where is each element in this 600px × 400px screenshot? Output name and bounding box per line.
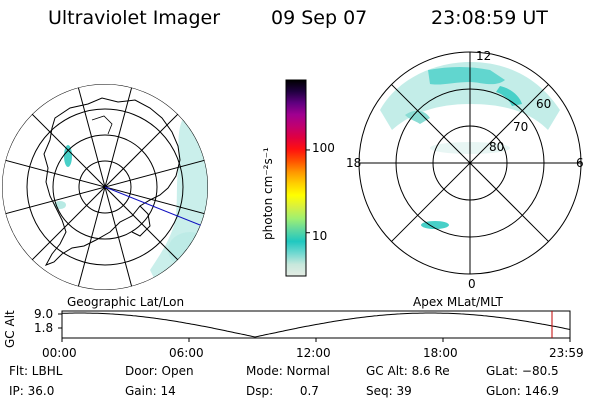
geographic-map	[2, 84, 208, 290]
magnetic-map	[358, 51, 582, 275]
mlat-label-60: 60	[536, 97, 552, 111]
mlt-label-bottom: 0	[468, 277, 476, 291]
antarctica-coastline	[43, 97, 181, 266]
colorbar	[285, 79, 310, 277]
colorbar-gradient	[285, 79, 307, 277]
info-mode: Mode: Normal	[246, 364, 330, 378]
latitude-circle	[78, 160, 132, 214]
info-gc-alt: GC Alt: 8.6 Re	[366, 364, 450, 378]
timeline-xtick-2359: 23:59	[549, 346, 584, 360]
timeline-xtick-0000: 00:00	[42, 346, 77, 360]
info-gain: Gain: 14	[125, 384, 176, 398]
geographic-map-label: Geographic Lat/Lon	[67, 295, 185, 309]
mlt-label-left: 18	[346, 156, 362, 170]
colorbar-unit-label: photon cm⁻²s⁻¹	[261, 147, 275, 240]
app-title: Ultraviolet Imager	[48, 7, 221, 29]
timeline-ytick-low: 1.8	[34, 321, 54, 335]
header-time: 23:08:59 UT	[431, 7, 548, 29]
info-glon: GLon: 146.9	[486, 384, 559, 398]
timeline-ytick-high: 9.0	[34, 307, 54, 321]
mlat-label-70: 70	[513, 120, 529, 134]
info-ip: IP: 36.0	[9, 384, 55, 398]
mlt-label-top: 12	[476, 49, 492, 63]
mlt-meridian-line	[390, 83, 550, 243]
header-date: 09 Sep 07	[271, 7, 368, 29]
mlt-label-right: 6	[576, 156, 584, 170]
magnetic-map-label: Apex MLat/MLT	[413, 295, 503, 309]
altitude-timeline	[58, 310, 571, 342]
timeline-y-label: GC Alt	[3, 310, 17, 348]
orbit-track	[104, 186, 208, 246]
colorbar-tick-10: 10	[312, 229, 328, 243]
info-seq: Seq: 39	[366, 384, 412, 398]
latitude-circle	[52, 134, 158, 240]
timeline-xtick-0600: 06:00	[169, 346, 204, 360]
altitude-curve	[61, 312, 571, 338]
timeline-xtick-1800: 18:00	[423, 346, 458, 360]
info-glat: GLat: −80.5	[486, 364, 559, 378]
info-door: Door: Open	[125, 364, 194, 378]
info-dsp: Dsp: 0.7	[246, 384, 319, 398]
latitude-circle	[26, 108, 184, 266]
colorbar-tick-100: 100	[312, 141, 335, 155]
timeline-xtick-1200: 12:00	[296, 346, 331, 360]
mlat-label-80: 80	[489, 140, 505, 154]
info-filter: Flt: LBHL	[9, 364, 63, 378]
